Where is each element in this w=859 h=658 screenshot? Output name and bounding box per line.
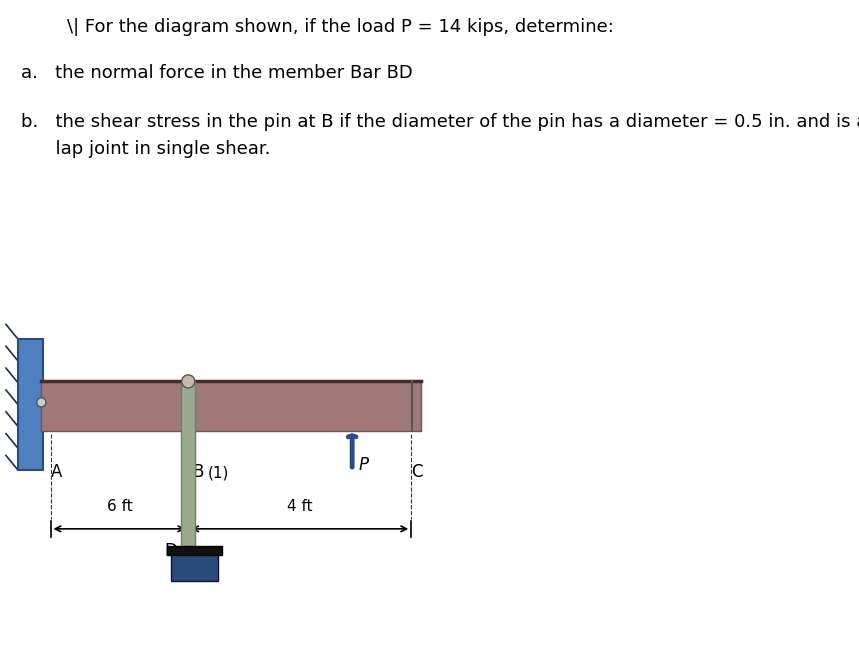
Text: 6 ft: 6 ft xyxy=(107,499,132,515)
Bar xyxy=(40,382,421,430)
Circle shape xyxy=(182,375,195,388)
Text: D: D xyxy=(164,542,177,560)
Text: a.   the normal force in the member Bar BD: a. the normal force in the member Bar BD xyxy=(21,64,413,82)
Text: b.   the shear stress in the pin at B if the diameter of the pin has a diameter : b. the shear stress in the pin at B if t… xyxy=(21,113,859,131)
Text: B: B xyxy=(192,463,204,481)
Text: A: A xyxy=(51,463,62,481)
Bar xyxy=(181,382,196,555)
Bar xyxy=(18,339,43,470)
Text: (1): (1) xyxy=(208,466,229,480)
Text: lap joint in single shear.: lap joint in single shear. xyxy=(21,140,271,159)
Text: 4 ft: 4 ft xyxy=(287,499,313,515)
Bar xyxy=(167,546,222,555)
Text: \| For the diagram shown, if the load P = 14 kips, determine:: \| For the diagram shown, if the load P … xyxy=(67,18,614,36)
Circle shape xyxy=(37,398,46,407)
Text: P: P xyxy=(359,457,369,474)
Bar xyxy=(171,553,217,581)
Text: C: C xyxy=(411,463,423,481)
